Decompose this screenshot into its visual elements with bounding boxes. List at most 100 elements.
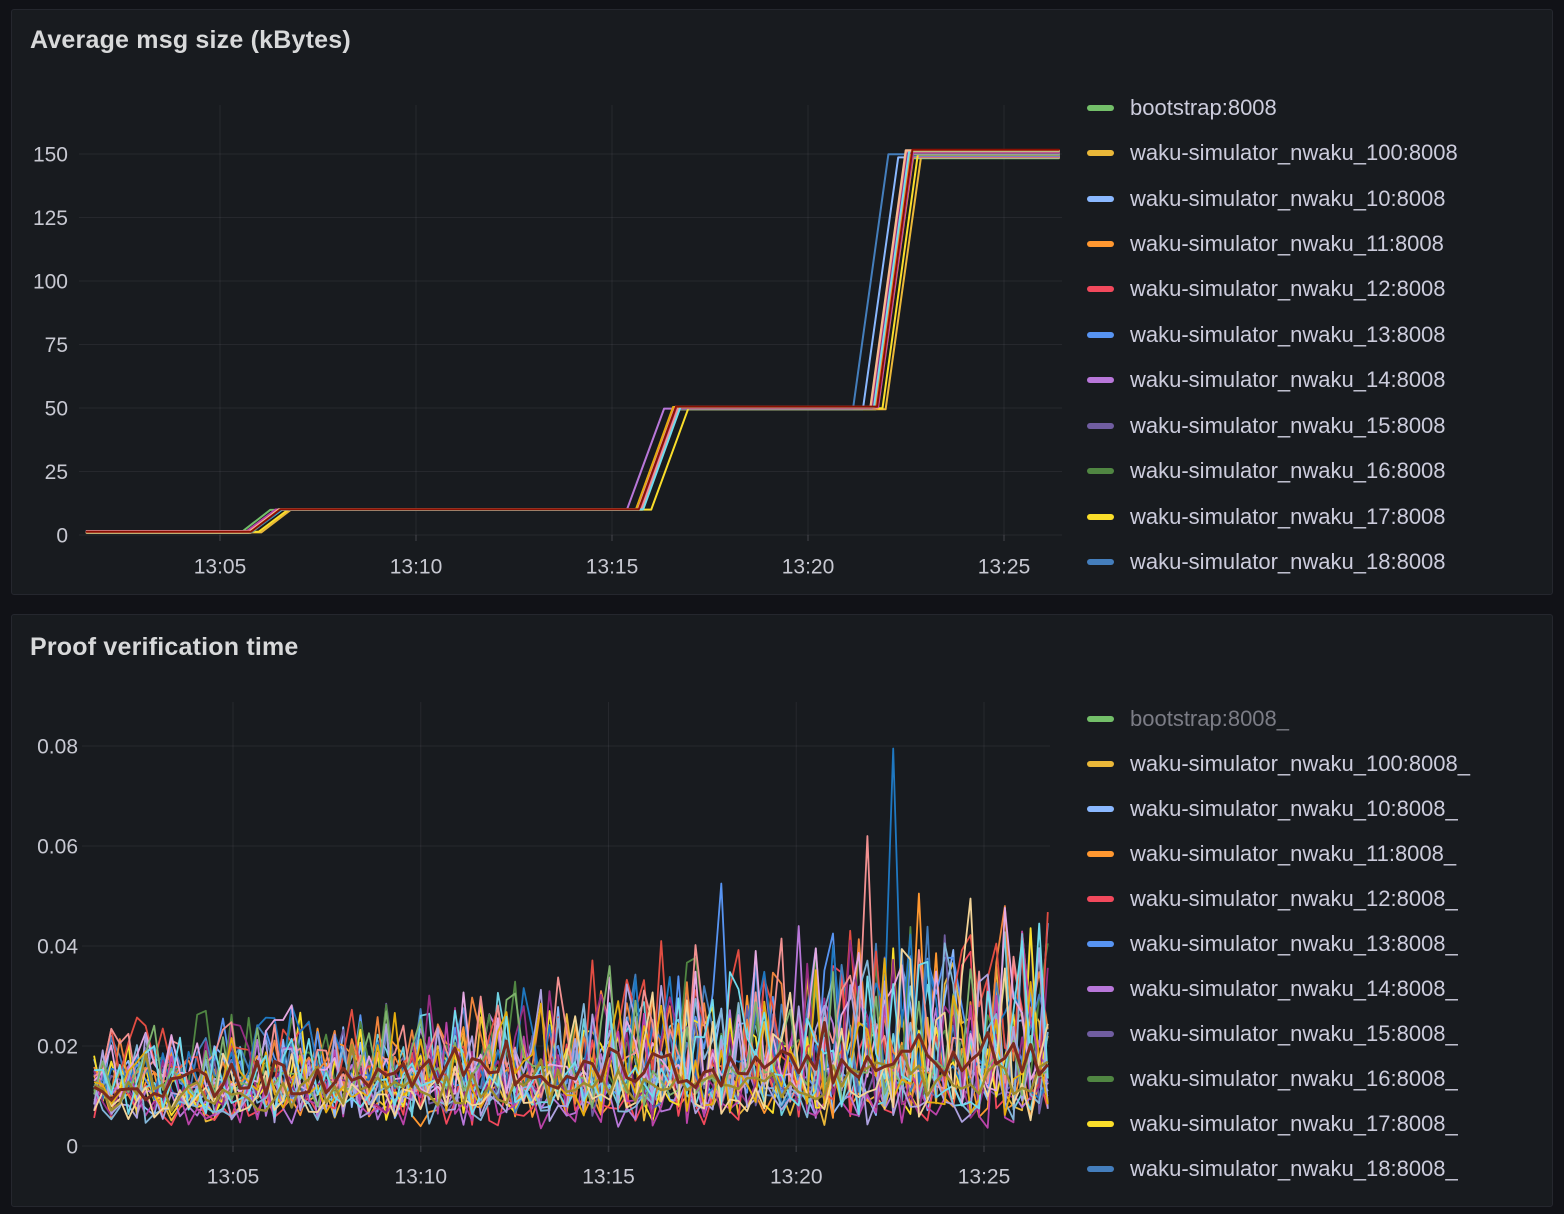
legend-avg-msg-size: bootstrap:8008 waku-simulator_nwaku_100:8… — [1087, 85, 1458, 585]
legend-series-label: waku-simulator_nwaku_10:8008 — [1130, 185, 1446, 211]
series-color-swatch — [1087, 1165, 1114, 1172]
legend-item[interactable]: waku-simulator_nwaku_17:8008_ — [1087, 1101, 1470, 1146]
legend-item[interactable]: waku-simulator_nwaku_100:8008_ — [1087, 741, 1470, 786]
legend-series-label: waku-simulator_nwaku_18:8008_ — [1130, 1155, 1458, 1181]
legend-item[interactable]: waku-simulator_nwaku_13:8008 — [1087, 312, 1458, 357]
legend-series-label: waku-simulator_nwaku_16:8008 — [1130, 458, 1446, 484]
series-color-swatch — [1087, 1030, 1114, 1037]
series-color-swatch — [1087, 1120, 1114, 1127]
y-tick-label: 100 — [33, 271, 68, 294]
legend-item[interactable]: bootstrap:8008 — [1087, 85, 1458, 130]
series-color-swatch — [1087, 940, 1114, 947]
series-color-swatch — [1087, 468, 1114, 475]
series-color-swatch — [1087, 715, 1114, 722]
series-color-swatch — [1087, 286, 1114, 293]
series-color-swatch — [1087, 104, 1114, 111]
legend-series-label: bootstrap:8008 — [1130, 94, 1277, 120]
y-tick-label: 0.06 — [37, 836, 78, 859]
x-tick-label: 13:25 — [958, 1166, 1011, 1189]
series-color-swatch — [1087, 985, 1114, 992]
y-tick-label: 0.02 — [37, 1036, 78, 1059]
legend-item[interactable]: waku-simulator_nwaku_15:8008 — [1087, 403, 1458, 448]
legend-series-label: waku-simulator_nwaku_100:8008 — [1130, 140, 1458, 166]
x-tick-label: 13:15 — [586, 556, 639, 579]
x-tick-label: 13:10 — [394, 1166, 447, 1189]
legend-series-label: waku-simulator_nwaku_14:8008 — [1130, 367, 1446, 393]
x-tick-label: 13:05 — [207, 1166, 260, 1189]
legend-series-label: waku-simulator_nwaku_11:8008 — [1130, 231, 1444, 257]
x-tick-label: 13:20 — [770, 1166, 823, 1189]
legend-series-label: bootstrap:8008_ — [1130, 705, 1290, 731]
legend-item[interactable]: waku-simulator_nwaku_10:8008_ — [1087, 786, 1470, 831]
legend-item[interactable]: waku-simulator_nwaku_14:8008 — [1087, 358, 1458, 403]
y-tick-label: 75 — [45, 334, 68, 357]
y-tick-label: 150 — [33, 144, 68, 167]
legend-series-label: waku-simulator_nwaku_17:8008_ — [1130, 1110, 1458, 1136]
proof-time-series-line — [93, 897, 1049, 1122]
avg-msg-size-chart[interactable]: 0 25 50 75 100 125 150 13:05 13:10 13:15 13:20 13:2… — [33, 105, 1062, 579]
legend-item[interactable]: waku-simulator_nwaku_14:8008_ — [1087, 966, 1470, 1011]
x-tick-label: 13:20 — [782, 556, 835, 579]
y-tick-label: 50 — [45, 398, 68, 421]
legend-item[interactable]: waku-simulator_nwaku_17:8008 — [1087, 494, 1458, 539]
legend-series-label: waku-simulator_nwaku_16:8008_ — [1130, 1065, 1458, 1091]
legend-item[interactable]: bootstrap:8008_ — [1087, 696, 1470, 741]
legend-series-label: waku-simulator_nwaku_15:8008_ — [1130, 1020, 1458, 1046]
series-color-swatch — [1087, 331, 1114, 338]
legend-series-label: waku-simulator_nwaku_13:8008 — [1130, 321, 1446, 347]
msg-size-series-line — [85, 148, 1060, 533]
y-tick-label: 0 — [56, 525, 68, 548]
legend-item[interactable]: waku-simulator_nwaku_12:8008 — [1087, 267, 1458, 312]
series-color-swatch — [1087, 195, 1114, 202]
legend-item[interactable]: waku-simulator_nwaku_16:8008 — [1087, 449, 1458, 494]
legend-series-label: waku-simulator_nwaku_13:8008_ — [1130, 930, 1458, 956]
msg-size-series-line — [85, 156, 1060, 534]
legend-item[interactable]: waku-simulator_nwaku_11:8008_ — [1087, 831, 1470, 876]
legend-proof-verification-time: bootstrap:8008_ waku-simulator_nwaku_100:… — [1087, 696, 1470, 1191]
legend-item[interactable]: waku-simulator_nwaku_10:8008 — [1087, 176, 1458, 221]
legend-series-label: waku-simulator_nwaku_15:8008 — [1130, 412, 1446, 438]
legend-series-label: waku-simulator_nwaku_11:8008_ — [1130, 840, 1457, 866]
legend-item[interactable]: waku-simulator_nwaku_18:8008_ — [1087, 1146, 1470, 1191]
panel-title-avg-msg-size: Average msg size (kBytes) — [30, 26, 351, 54]
series-color-swatch — [1087, 559, 1114, 566]
panel-title-proof-verification-time: Proof verification time — [30, 633, 299, 661]
x-tick-label: 13:15 — [582, 1166, 635, 1189]
legend-item[interactable]: waku-simulator_nwaku_15:8008_ — [1087, 1011, 1470, 1056]
panel-avg-msg-size — [11, 9, 1553, 595]
legend-item[interactable]: waku-simulator_nwaku_13:8008_ — [1087, 921, 1470, 966]
legend-series-label: waku-simulator_nwaku_12:8008_ — [1130, 885, 1458, 911]
series-color-swatch — [1087, 895, 1114, 902]
legend-item[interactable]: waku-simulator_nwaku_18:8008 — [1087, 539, 1458, 584]
series-color-swatch — [1087, 805, 1114, 812]
y-tick-label: 125 — [33, 207, 68, 230]
series-color-swatch — [1087, 1075, 1114, 1082]
legend-series-label: waku-simulator_nwaku_14:8008_ — [1130, 975, 1458, 1001]
legend-series-label: waku-simulator_nwaku_17:8008 — [1130, 503, 1446, 529]
x-tick-label: 13:25 — [978, 556, 1031, 579]
y-tick-label: 0.08 — [37, 736, 78, 759]
x-tick-label: 13:05 — [194, 556, 247, 579]
series-color-swatch — [1087, 377, 1114, 384]
x-tick-label: 13:10 — [390, 556, 443, 579]
series-color-swatch — [1087, 760, 1114, 767]
series-color-swatch — [1087, 850, 1114, 857]
legend-item[interactable]: waku-simulator_nwaku_16:8008_ — [1087, 1056, 1470, 1101]
legend-item[interactable]: waku-simulator_nwaku_12:8008_ — [1087, 876, 1470, 921]
y-tick-label: 25 — [45, 461, 68, 484]
msg-size-series-line — [85, 153, 1060, 533]
legend-item[interactable]: waku-simulator_nwaku_11:8008 — [1087, 221, 1458, 266]
series-color-swatch — [1087, 241, 1114, 248]
proof-time-chart[interactable]: 0 0.02 0.04 0.06 0.08 13:05 13:10 13:15 13:20 13:… — [37, 702, 1050, 1189]
series-color-swatch — [1087, 422, 1114, 429]
series-color-swatch — [1087, 513, 1114, 520]
legend-item[interactable]: waku-simulator_nwaku_100:8008 — [1087, 130, 1458, 175]
proof-time-series-line — [94, 922, 1049, 1118]
proof-time-series-line — [93, 925, 1049, 1128]
y-tick-label: 0.04 — [37, 936, 78, 959]
legend-series-label: waku-simulator_nwaku_12:8008 — [1130, 276, 1446, 302]
y-tick-label: 0 — [66, 1136, 78, 1159]
legend-series-label: waku-simulator_nwaku_18:8008 — [1130, 549, 1446, 575]
